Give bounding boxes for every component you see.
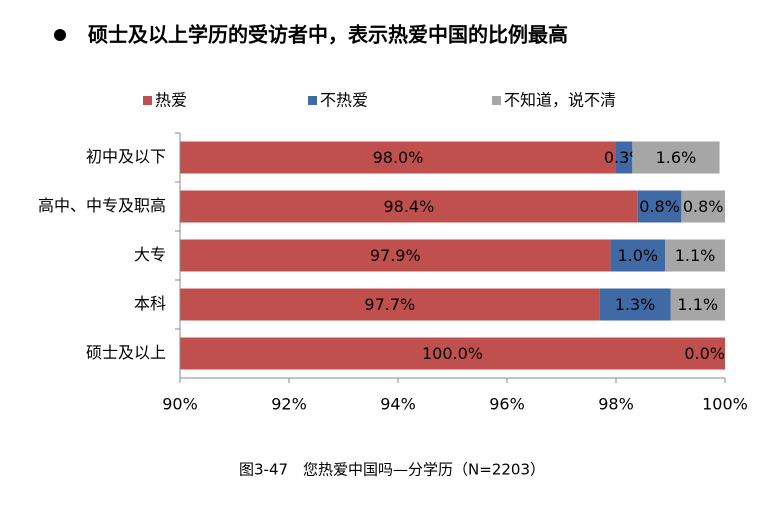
y-tick-label: 硕士及以上	[86, 343, 166, 362]
value-label: 0.8%	[683, 197, 724, 216]
x-tick-label: 98%	[598, 395, 634, 414]
value-label: 1.0%	[617, 246, 658, 265]
bar-segment	[637, 190, 682, 223]
value-label: 98.4%	[383, 197, 434, 216]
y-tick-label: 高中、中专及职高	[38, 196, 166, 215]
x-tick-label: 96%	[489, 395, 525, 414]
value-label: 1.1%	[677, 295, 718, 314]
y-tick-label: 大专	[134, 245, 166, 264]
bar-segment	[180, 141, 616, 174]
bar-segment	[665, 239, 725, 272]
value-label: 97.7%	[364, 295, 415, 314]
bar-segment	[599, 288, 671, 321]
value-label: 0.8%	[639, 197, 680, 216]
y-tick-label: 本科	[134, 294, 166, 313]
bar-segment	[670, 288, 725, 321]
bar-segment	[180, 190, 638, 223]
bar-segment	[180, 337, 725, 370]
bar-segment	[681, 190, 725, 223]
x-tick-label: 92%	[271, 395, 307, 414]
x-tick-label: 100%	[702, 395, 748, 414]
caption: 图3-47 您热爱中国吗—分学历（N=2203）	[239, 461, 545, 479]
value-label: 98.0%	[373, 148, 424, 167]
legend-swatch	[308, 96, 317, 105]
x-tick-label: 94%	[380, 395, 416, 414]
bar-segment	[632, 141, 720, 174]
bar-segment	[180, 239, 611, 272]
y-tick-label: 初中及以下	[86, 147, 166, 166]
value-label: 1.3%	[615, 295, 656, 314]
bullet	[54, 29, 66, 41]
value-label: 1.6%	[656, 148, 697, 167]
legend-label: 热爱	[155, 91, 187, 110]
legend-swatch	[143, 96, 152, 105]
x-tick-label: 90%	[162, 395, 198, 414]
value-label: 1.1%	[675, 246, 716, 265]
legend-label: 不热爱	[320, 91, 368, 110]
legend-swatch	[492, 96, 501, 105]
bar-segment	[616, 141, 633, 174]
chart-title: 硕士及以上学历的受访者中，表示热爱中国的比例最高	[88, 23, 568, 47]
value-label: 97.9%	[370, 246, 421, 265]
value-label: 0.0%	[684, 344, 725, 363]
bar-segment	[180, 288, 600, 321]
value-label: 100.0%	[422, 344, 483, 363]
bar-segment	[610, 239, 666, 272]
legend-label: 不知道，说不清	[504, 91, 616, 110]
